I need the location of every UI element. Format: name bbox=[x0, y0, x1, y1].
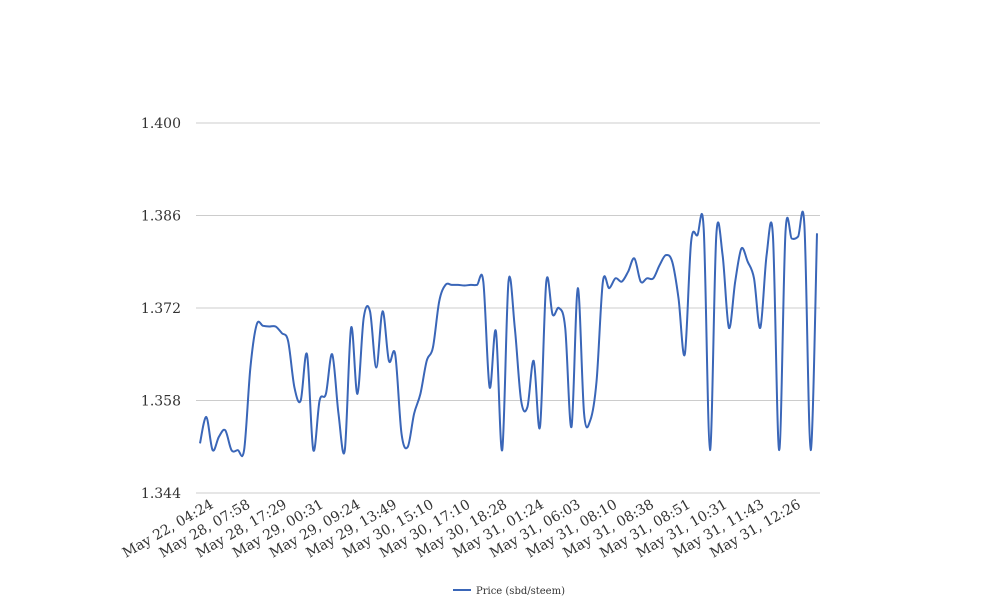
y-tick-label: 1.372 bbox=[141, 301, 181, 317]
y-axis-ticks: 1.400 1.386 1.372 1.358 1.344 bbox=[141, 116, 181, 502]
legend[interactable]: Price (sbd/steem) bbox=[453, 586, 565, 597]
legend-label: Price (sbd/steem) bbox=[476, 586, 565, 597]
y-tick-label: 1.386 bbox=[141, 209, 181, 225]
series-layer bbox=[199, 210, 818, 458]
y-tick-label: 1.344 bbox=[141, 486, 181, 502]
y-tick-label: 1.400 bbox=[141, 116, 181, 132]
series-line-price[interactable] bbox=[199, 210, 818, 458]
y-tick-label: 1.358 bbox=[141, 394, 181, 410]
